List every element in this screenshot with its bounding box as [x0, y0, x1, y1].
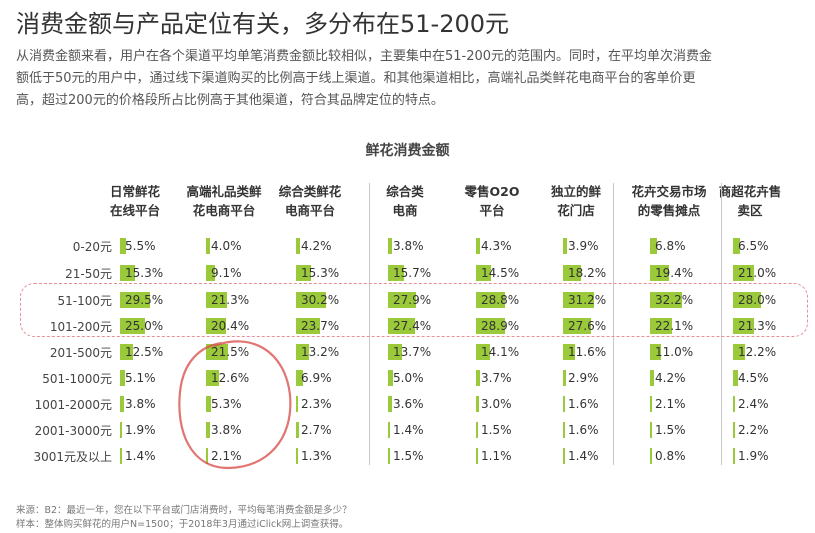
sample-note: 样本：整体购买鲜花的用户N=1500；于2018年3月通过iClick网上调查获…: [16, 516, 348, 530]
source-note: 来源：B2：最近一年，您在以下平台或门店消费时，平均每笔消费金额是多少？: [16, 502, 352, 516]
